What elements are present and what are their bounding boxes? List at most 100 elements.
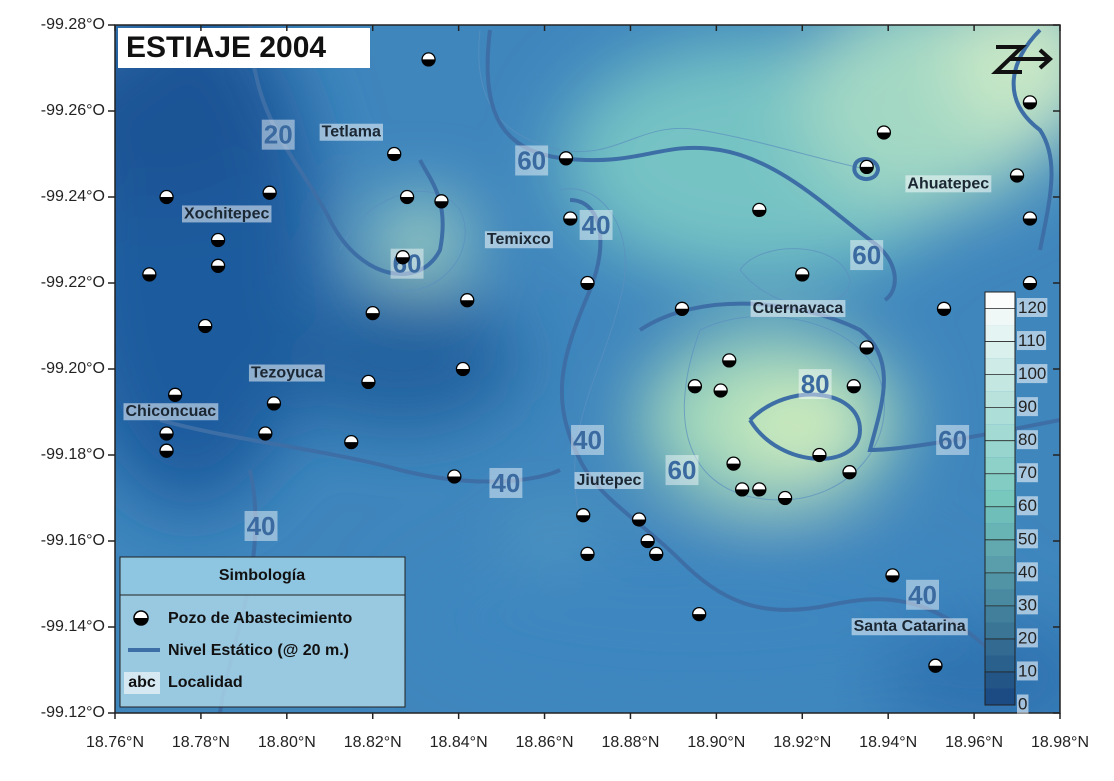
x-tick-label: 18.96°N: [945, 734, 1003, 751]
colorbar-step: [985, 605, 1015, 623]
well: [885, 568, 900, 583]
well-bottom: [456, 369, 470, 376]
well-bottom: [366, 313, 380, 320]
locality-label-bg: [574, 472, 644, 490]
colorbar-label: 30: [1018, 595, 1037, 614]
well: [777, 490, 793, 506]
colorbar-label-bg: [1017, 496, 1038, 516]
contour-label-bg: [261, 119, 295, 150]
colorbar-step: [985, 556, 1015, 573]
well-bottom: [727, 463, 741, 471]
colorbar-label: 10: [1018, 661, 1037, 680]
well: [580, 275, 595, 291]
legend-title: Simbología: [219, 567, 305, 584]
well: [1022, 95, 1038, 110]
colorbar-label: 90: [1018, 397, 1037, 416]
contour-label: 40: [491, 468, 520, 498]
well: [460, 293, 475, 308]
title-box: [118, 28, 370, 68]
well-bottom: [885, 575, 899, 582]
well: [159, 426, 174, 441]
north-arrow: [991, 45, 1053, 74]
colorbar-label-bg: [1017, 430, 1038, 450]
colorbar-label-bg: [1017, 529, 1038, 549]
colorbar-label: 50: [1018, 529, 1037, 548]
contour-label: 40: [573, 425, 602, 455]
x-tick-label: 18.86°N: [516, 734, 574, 751]
well-bottom: [168, 394, 182, 402]
x-tick-label: 18.90°N: [687, 734, 745, 751]
well-bottom: [692, 614, 706, 621]
contour-label-bg: [936, 424, 970, 455]
well: [210, 258, 226, 273]
locality-label-bg: [851, 618, 968, 636]
colorbar-step: [985, 473, 1015, 491]
x-tick-label: 18.84°N: [430, 734, 488, 751]
well: [752, 482, 767, 497]
y-tick-label: -99.12°O: [41, 704, 105, 721]
well: [1022, 211, 1038, 226]
x-tick-label: 18.98°N: [1031, 734, 1089, 751]
well: [395, 250, 410, 265]
well: [859, 340, 874, 355]
colorbar-step: [985, 374, 1015, 392]
well: [361, 374, 376, 390]
colorbar-label-bg: [1017, 694, 1029, 714]
well: [262, 185, 277, 200]
colorbar-step: [985, 358, 1015, 375]
well-bottom: [447, 476, 461, 483]
colorbar-label: 40: [1018, 562, 1037, 581]
well-bottom: [160, 197, 174, 204]
colorbar-label: 0: [1018, 694, 1027, 713]
well: [795, 267, 810, 282]
x-tick-label: 18.76°N: [86, 734, 144, 751]
colorbar-label-bg: [1017, 595, 1038, 615]
x-tick-label: 18.92°N: [773, 734, 831, 751]
legend-locality: Localidad: [168, 674, 243, 691]
well-bottom: [160, 433, 174, 440]
well-bottom: [688, 386, 702, 393]
x-tick-label: 18.82°N: [344, 734, 402, 751]
map-title: ESTIAJE 2004: [126, 31, 326, 64]
colorbar-step: [985, 638, 1015, 656]
locality-label: Jiutepec: [577, 472, 642, 489]
contour-label-bg: [579, 209, 613, 240]
well-bottom: [581, 553, 594, 561]
well-bottom: [267, 403, 281, 410]
x-tick-label: 18.80°N: [258, 734, 316, 751]
well-bottom: [714, 390, 728, 398]
well-bottom: [396, 257, 410, 264]
y-tick-label: -99.24°O: [41, 188, 105, 205]
well: [876, 125, 892, 140]
colorbar-label-bg: [1017, 562, 1038, 582]
locality-label-bg: [750, 300, 846, 318]
well-bottom: [928, 665, 942, 673]
well-bottom: [576, 515, 590, 522]
y-tick-label: -99.18°O: [41, 446, 105, 463]
well: [631, 512, 647, 527]
contour-label: 40: [908, 580, 937, 610]
colorbar-label: 110: [1018, 331, 1045, 350]
well: [455, 361, 471, 377]
y-tick-label: -99.20°O: [41, 360, 105, 377]
colorbar-step: [985, 523, 1015, 540]
well: [159, 189, 174, 205]
well: [434, 194, 449, 209]
well-bottom: [198, 326, 212, 333]
colorbar-step: [985, 424, 1015, 441]
x-tick-label: 18.94°N: [859, 734, 917, 751]
colorbar-step: [985, 391, 1015, 408]
well: [266, 396, 282, 411]
colorbar-label: 70: [1018, 463, 1037, 482]
contour-label-bg: [489, 467, 523, 498]
colorbar-label-bg: [1017, 463, 1038, 483]
well: [928, 658, 943, 673]
well-bottom: [563, 218, 577, 226]
contour-label: 80: [801, 369, 830, 399]
colorbar-step: [985, 292, 1015, 309]
legend-contour: Nivel Estático (@ 20 m.): [168, 642, 349, 659]
y-tick-label: -99.14°O: [41, 618, 105, 635]
locality-label: Santa Catarina: [854, 618, 966, 635]
well-bottom: [937, 308, 951, 316]
